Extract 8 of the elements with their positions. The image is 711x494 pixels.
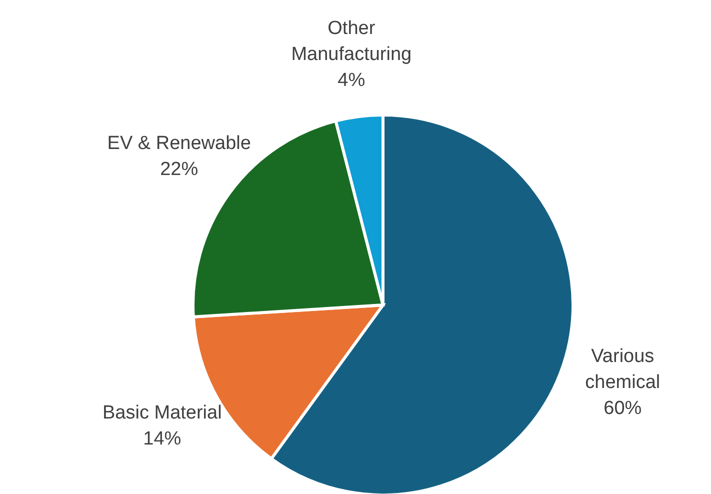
data-label: 14% — [143, 428, 182, 450]
data-label: 4% — [338, 70, 366, 92]
slice-label: Other Manufacturing — [291, 18, 412, 66]
slice-label: Various chemical — [585, 346, 660, 393]
slice-label: EV & Renewable — [107, 132, 251, 154]
data-label: 60% — [604, 398, 642, 419]
slice-label: Basic Material — [102, 402, 222, 424]
data-label: 22% — [160, 158, 198, 180]
